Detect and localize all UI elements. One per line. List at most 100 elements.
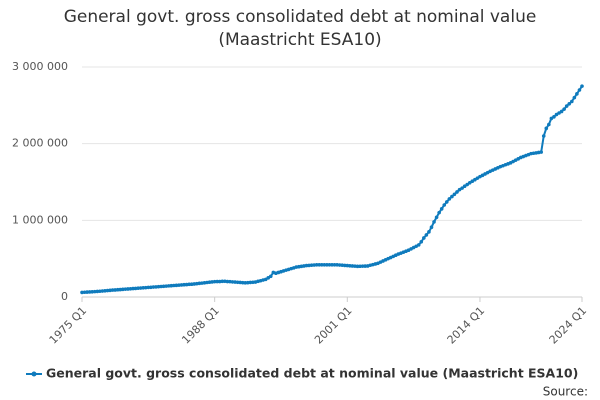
point — [330, 263, 334, 267]
point — [248, 280, 253, 285]
point — [317, 263, 322, 267]
point — [567, 102, 572, 106]
point — [358, 264, 362, 269]
point — [337, 263, 342, 267]
point — [450, 194, 454, 199]
point — [465, 182, 470, 187]
point — [172, 283, 176, 288]
point — [327, 263, 332, 267]
chart-title: General govt. gross consolidated debt at… — [63, 7, 537, 50]
point — [434, 215, 439, 220]
point — [314, 263, 319, 267]
point — [161, 284, 166, 289]
point — [151, 285, 156, 289]
point — [322, 263, 327, 267]
point — [166, 284, 171, 288]
point — [177, 283, 181, 287]
point — [156, 284, 161, 289]
point — [141, 286, 146, 290]
point — [544, 126, 549, 131]
point — [432, 220, 436, 224]
point — [342, 263, 347, 268]
point — [309, 263, 314, 267]
point — [577, 88, 582, 92]
point — [353, 264, 357, 268]
point — [110, 288, 115, 292]
point — [212, 279, 217, 284]
point — [85, 290, 89, 294]
point — [419, 240, 424, 244]
point — [460, 186, 464, 190]
point — [220, 279, 225, 284]
point — [447, 197, 452, 201]
point — [215, 279, 220, 284]
point — [268, 274, 273, 279]
point — [240, 280, 245, 285]
point — [416, 243, 421, 247]
point — [325, 263, 329, 267]
point — [187, 282, 191, 287]
point — [442, 203, 447, 207]
point — [115, 287, 120, 292]
point — [136, 286, 140, 290]
legend-symbol — [31, 371, 37, 377]
x-tick-label: 1988 Q1 — [179, 304, 222, 347]
point — [126, 287, 130, 291]
point — [319, 263, 324, 267]
point — [243, 281, 248, 285]
point — [225, 279, 230, 284]
point — [422, 236, 426, 240]
point — [332, 263, 337, 267]
point — [82, 290, 87, 295]
x-tick-label: 2024 Q1 — [547, 304, 590, 347]
y-tick-label: 3 000 000 — [12, 60, 68, 73]
point — [452, 192, 457, 197]
point — [217, 279, 222, 284]
point — [562, 107, 566, 111]
point — [444, 200, 449, 204]
x-tick-label: 2001 Q1 — [312, 304, 355, 347]
point — [462, 184, 467, 189]
point — [580, 84, 584, 88]
legend-label: General govt. gross consolidated debt at… — [46, 366, 578, 381]
point — [235, 280, 240, 285]
point — [552, 115, 556, 119]
point — [575, 92, 579, 96]
point — [569, 99, 574, 104]
point — [304, 263, 309, 268]
x-tick-label: 2014 Q1 — [445, 304, 488, 347]
point — [363, 264, 367, 268]
y-tick-label: 1 000 000 — [12, 213, 68, 226]
point — [429, 225, 434, 230]
point — [572, 95, 577, 100]
source-label: Source: — [543, 385, 588, 399]
point — [439, 207, 444, 211]
point — [547, 122, 551, 127]
point — [564, 104, 569, 108]
y-tick-label: 0 — [61, 290, 68, 303]
x-tick-label: 1975 Q1 — [47, 304, 90, 347]
point — [539, 150, 543, 154]
point — [360, 264, 365, 268]
point — [455, 190, 459, 194]
point — [559, 109, 564, 114]
point — [95, 289, 100, 294]
point — [230, 280, 235, 284]
point — [90, 289, 95, 294]
point — [437, 210, 441, 215]
point — [87, 290, 92, 294]
point — [541, 134, 546, 138]
point — [182, 282, 186, 287]
point — [348, 263, 352, 268]
point — [146, 285, 151, 290]
point — [424, 233, 429, 237]
point — [355, 264, 360, 269]
point — [121, 287, 125, 292]
point — [131, 286, 135, 291]
point — [427, 230, 431, 234]
point — [80, 290, 84, 295]
line — [81, 85, 583, 294]
y-tick-label: 2 000 000 — [12, 137, 68, 150]
